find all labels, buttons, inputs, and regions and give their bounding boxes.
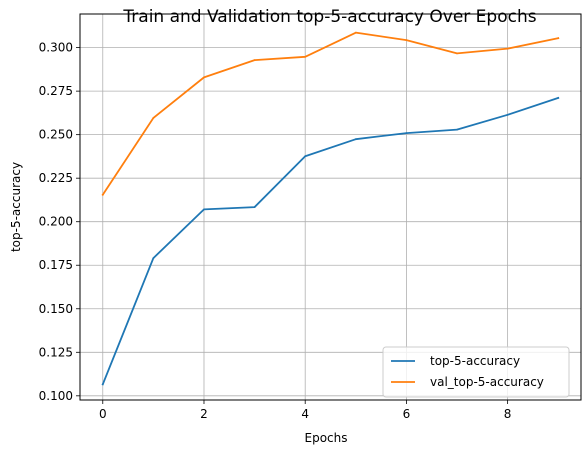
- val-data-point: [354, 31, 357, 34]
- y-tick-label: 0.275: [39, 84, 73, 98]
- legend: top-5-accuracy val_top-5-accuracy: [382, 346, 570, 398]
- y-tick-label: 0.175: [39, 258, 73, 272]
- val-data-point: [152, 117, 155, 119]
- y-axis-ticks: 0.100 0.125 0.150 0.175 0.200 0.225 0.250 0.275…: [39, 41, 80, 403]
- train-data-point: [405, 132, 408, 134]
- y-tick-label: 0.150: [39, 302, 73, 316]
- series-line-train: [101, 96, 560, 386]
- val-data-point: [203, 76, 205, 79]
- val-data-point: [101, 193, 104, 196]
- val-data-point: [456, 52, 458, 55]
- train-data-point: [354, 138, 357, 141]
- y-tick-label: 0.250: [39, 128, 73, 142]
- x-tick-label: 0: [99, 407, 107, 421]
- x-tick-label: 2: [200, 407, 208, 421]
- y-tick-label: 0.300: [39, 41, 73, 55]
- grid: [80, 14, 581, 400]
- train-data-point: [101, 383, 104, 386]
- y-tick-label: 0.125: [39, 345, 73, 359]
- val-data-point: [557, 37, 560, 40]
- series-lines: [101, 31, 560, 386]
- series-line-val: [101, 31, 560, 196]
- train-data-point: [506, 113, 509, 116]
- val-data-point: [506, 47, 509, 50]
- val-data-point: [253, 59, 256, 62]
- legend-label-train: top-5-accuracy: [430, 354, 520, 368]
- chart-title: Train and Validation top-5-accuracy Over…: [122, 7, 536, 27]
- train-data-point: [557, 97, 560, 99]
- train-data-point: [203, 208, 205, 211]
- x-tick-label: 8: [504, 407, 512, 421]
- plot-area-frame: [79, 13, 582, 401]
- x-tick-label: 6: [403, 407, 411, 421]
- x-axis-label: Epochs: [305, 431, 348, 445]
- val-data-point: [405, 39, 408, 42]
- legend-label-val: val_top-5-accuracy: [430, 375, 544, 389]
- legend-box: [382, 346, 570, 398]
- x-tick-label: 4: [301, 407, 309, 421]
- y-axis-label: top-5-accuracy: [9, 162, 23, 252]
- y-tick-label: 0.200: [39, 215, 73, 229]
- y-tick-label: 0.225: [39, 171, 73, 185]
- x-axis-ticks: 0 2 4 6 8: [99, 400, 511, 421]
- y-tick-label: 0.100: [39, 389, 73, 403]
- train-data-point: [304, 155, 307, 158]
- train-data-point: [253, 206, 256, 208]
- train-data-point: [152, 257, 155, 260]
- val-data-point: [304, 55, 307, 58]
- train-data-point: [456, 128, 458, 131]
